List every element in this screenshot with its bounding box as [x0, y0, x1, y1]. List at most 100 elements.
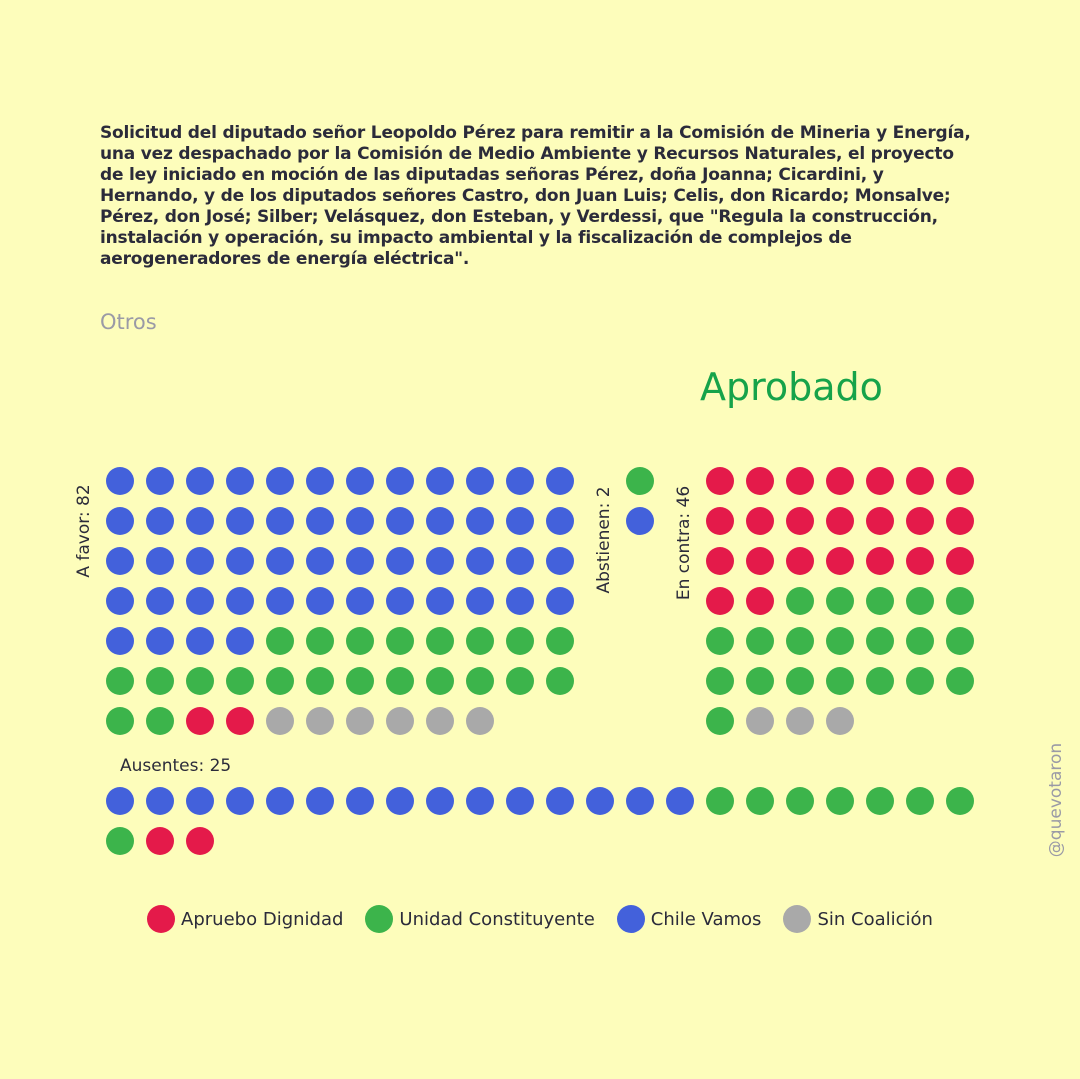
seat-dot-favor — [106, 467, 134, 495]
legend-item-apruebo-dignidad: Apruebo Dignidad — [147, 905, 343, 933]
seat-dot-favor — [226, 507, 254, 535]
seat-dot-favor — [146, 627, 174, 655]
seat-dot-ausentes — [146, 827, 174, 855]
legend-swatch — [365, 905, 394, 933]
seat-dot-favor — [386, 587, 414, 615]
seat-dot-ausentes — [106, 787, 134, 815]
legend-swatch — [147, 905, 176, 933]
seat-dot-favor — [106, 507, 134, 535]
seat-dot-ausentes — [106, 827, 134, 855]
seat-dot-contra — [866, 587, 894, 615]
seat-dot-contra — [746, 507, 774, 535]
seat-dot-ausentes — [746, 787, 774, 815]
seat-dot-ausentes — [466, 787, 494, 815]
seat-dot-favor — [546, 547, 574, 575]
seat-dot-favor — [426, 707, 454, 735]
seat-dot-contra — [746, 627, 774, 655]
seat-dot-favor — [466, 547, 494, 575]
seat-dot-contra — [826, 667, 854, 695]
seat-dot-ausentes — [906, 787, 934, 815]
seat-dot-contra — [746, 467, 774, 495]
seat-dot-contra — [826, 547, 854, 575]
seat-dot-favor — [186, 547, 214, 575]
seat-dot-favor — [506, 667, 534, 695]
seat-dot-favor — [466, 587, 494, 615]
seat-dot-contra — [826, 467, 854, 495]
legend-item-chile-vamos: Chile Vamos — [616, 905, 761, 933]
seat-dot-favor — [426, 587, 454, 615]
result-label: Aprobado — [700, 365, 883, 409]
seat-dot-contra — [826, 627, 854, 655]
seat-dot-favor — [506, 587, 534, 615]
seat-dot-ausentes — [306, 787, 334, 815]
seat-dot-favor — [186, 467, 214, 495]
seat-dot-contra — [906, 547, 934, 575]
seat-dot-favor — [466, 627, 494, 655]
seat-dot-ausentes — [826, 787, 854, 815]
seat-dot-favor — [226, 587, 254, 615]
seat-dot-contra — [906, 467, 934, 495]
seat-dot-favor — [266, 587, 294, 615]
seat-dot-ausentes — [506, 787, 534, 815]
seat-dot-contra — [866, 627, 894, 655]
seat-dot-contra — [826, 707, 854, 735]
seat-dot-ausentes — [386, 787, 414, 815]
seat-dot-favor — [346, 667, 374, 695]
seat-dot-favor — [306, 627, 334, 655]
legend-label: Unidad Constituyente — [399, 908, 595, 930]
seat-dot-ausentes — [706, 787, 734, 815]
seat-dot-contra — [706, 547, 734, 575]
seat-dot-contra — [706, 667, 734, 695]
seat-dot-favor — [226, 707, 254, 735]
seat-dot-contra — [946, 467, 974, 495]
seat-dot-contra — [866, 667, 894, 695]
seat-dot-favor — [506, 627, 534, 655]
seat-dot-ausentes — [666, 787, 694, 815]
seat-dot-favor — [386, 707, 414, 735]
seat-dot-favor — [266, 667, 294, 695]
seat-dot-contra — [786, 587, 814, 615]
seat-dot-favor — [146, 467, 174, 495]
seat-dot-favor — [186, 707, 214, 735]
vote-description: Solicitud del diputado señor Leopoldo Pé… — [100, 123, 971, 269]
seat-dot-favor — [306, 507, 334, 535]
seat-dot-favor — [546, 467, 574, 495]
seat-dot-contra — [866, 547, 894, 575]
seat-dot-contra — [746, 667, 774, 695]
seat-dot-favor — [386, 467, 414, 495]
seat-dot-ausentes — [226, 787, 254, 815]
seat-dot-favor — [306, 707, 334, 735]
seat-dot-contra — [946, 627, 974, 655]
seat-dot-ausentes — [586, 787, 614, 815]
seat-dot-favor — [226, 627, 254, 655]
seat-dot-favor — [426, 507, 454, 535]
legend-item-sin-coalicion: Sin Coalición — [783, 905, 933, 933]
seat-dot-favor — [266, 547, 294, 575]
seat-dot-favor — [466, 507, 494, 535]
seat-dot-favor — [306, 667, 334, 695]
seat-dot-favor — [186, 587, 214, 615]
seat-dot-favor — [266, 507, 294, 535]
seat-dot-favor — [346, 507, 374, 535]
seat-dot-ausentes — [626, 787, 654, 815]
seat-dot-favor — [426, 467, 454, 495]
seat-dot-ausentes — [186, 827, 214, 855]
seat-dot-favor — [106, 627, 134, 655]
seat-dot-favor — [386, 547, 414, 575]
seat-dot-favor — [306, 587, 334, 615]
seat-dot-favor — [266, 627, 294, 655]
watermark: @quevotaron — [1046, 742, 1066, 858]
seat-dot-ausentes — [146, 787, 174, 815]
seat-dot-contra — [706, 467, 734, 495]
seat-dot-favor — [106, 707, 134, 735]
seat-dot-favor — [106, 587, 134, 615]
seat-dot-contra — [706, 627, 734, 655]
seat-dot-contra — [786, 547, 814, 575]
seat-dot-abstienen — [626, 467, 654, 495]
seat-dot-contra — [786, 467, 814, 495]
seat-dot-favor — [146, 547, 174, 575]
legend-swatch — [616, 905, 645, 933]
seat-dot-favor — [306, 547, 334, 575]
seat-dot-contra — [906, 627, 934, 655]
